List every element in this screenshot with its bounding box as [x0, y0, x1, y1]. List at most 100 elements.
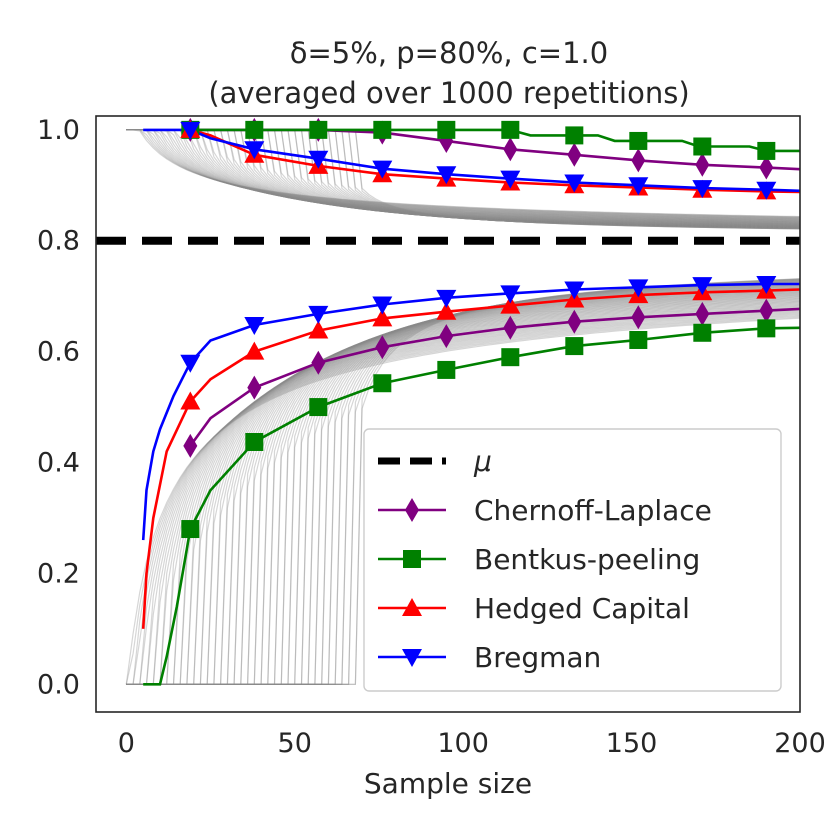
chernoff-laplace-lower-marker [567, 309, 582, 334]
legend-label-bregman: Bregman [474, 641, 601, 674]
bentkus-peeling-upper-marker [437, 120, 456, 139]
grey-trajectory-upper [126, 129, 800, 219]
grey-trajectory-upper [126, 129, 800, 218]
grey-trajectory-upper [126, 129, 800, 222]
x-tick-label: 150 [606, 728, 658, 759]
grey-trajectory-upper [126, 129, 800, 224]
bentkus-peeling-lower-marker [565, 337, 584, 356]
grey-trajectory-upper [126, 129, 800, 218]
legend-label-hedged-capital: Hedged Capital [474, 592, 690, 625]
chernoff-laplace-lower-line [189, 307, 800, 447]
grey-trajectory-lower [126, 299, 800, 685]
grey-trajectory-lower [126, 302, 800, 685]
grey-trajectory-lower [126, 293, 800, 685]
grey-trajectory-lower [126, 289, 800, 685]
grey-trajectory-lower [126, 281, 800, 685]
x-tick-label: 0 [118, 728, 135, 759]
hedged-capital-lower-marker [180, 391, 201, 410]
hedged-capital-lower-marker [372, 308, 393, 327]
grey-trajectory-lower [126, 283, 800, 685]
chernoff-laplace-lower-marker [695, 301, 710, 326]
x-tick-label: 100 [437, 728, 489, 759]
grey-trajectory-lower [126, 283, 800, 685]
grey-trajectory-upper [126, 129, 800, 225]
chernoff-laplace-lower-marker [311, 350, 326, 375]
grey-trajectory-lower [126, 309, 800, 685]
grey-trajectory-lower [126, 310, 800, 685]
bregman-upper-marker [308, 150, 329, 169]
grey-trajectory-upper [126, 129, 800, 223]
chernoff-laplace-lower-marker [375, 335, 390, 360]
bregman-upper-marker [180, 121, 201, 140]
bentkus-peeling-lower-marker [181, 520, 200, 539]
bentkus-peeling-upper-marker [757, 141, 776, 160]
chernoff-laplace-upper-marker [631, 148, 646, 173]
grey-trajectory-lower [126, 313, 800, 685]
x-axis-label: Sample size [364, 767, 532, 800]
bregman-lower-marker [628, 279, 649, 298]
grey-trajectory-lower [126, 290, 800, 685]
grey-trajectory-upper [126, 129, 800, 222]
bregman-lower-marker [564, 281, 585, 300]
grey-trajectory-upper [126, 129, 800, 220]
grey-trajectory-upper [126, 129, 800, 225]
y-tick-label: 0.0 [37, 669, 80, 700]
series-markers [180, 117, 777, 539]
chernoff-laplace-upper-marker [759, 155, 774, 180]
grey-trajectory-upper [126, 129, 800, 220]
bregman-lower-marker [180, 354, 201, 373]
grey-trajectory-upper [126, 129, 800, 219]
grey-trajectory-upper [126, 129, 800, 221]
hedged-capital-upper-line [189, 128, 800, 194]
grey-trajectory-lower [126, 311, 800, 685]
grey-trajectory-lower [126, 292, 800, 685]
grey-trajectory-lower [126, 282, 800, 685]
grey-trajectory-lower [126, 297, 800, 685]
grey-trajectory-upper [126, 129, 800, 225]
grey-trajectory-upper [126, 129, 800, 222]
grey-trajectory-lower [126, 298, 800, 685]
grey-trajectory-lower [126, 300, 800, 685]
bregman-lower-marker [500, 285, 521, 304]
grey-trajectory-lower [126, 284, 800, 685]
grey-trajectory-lower [126, 281, 800, 685]
chernoff-laplace-lower-marker [503, 315, 518, 340]
legend-label-bentkus-peeling: Bentkus-peeling [474, 543, 700, 576]
bregman-lower-marker [372, 296, 393, 315]
grey-trajectory-lower [126, 285, 800, 685]
hedged-capital-lower-marker [436, 301, 457, 320]
grey-trajectory-lower [126, 292, 800, 685]
grey-trajectory-lower [126, 315, 800, 685]
y-tick-label: 0.2 [37, 558, 80, 589]
x-axis-ticks: 0 50 100 150 200 [118, 728, 826, 759]
grey-trajectory-lower [126, 282, 800, 685]
grey-trajectory-lower [126, 312, 800, 685]
bentkus-peeling-lower-marker [437, 360, 456, 379]
chernoff-laplace-lower-marker [759, 298, 774, 323]
grey-trajectory-lower [126, 303, 800, 685]
bentkus-peeling-upper-marker [245, 120, 264, 139]
chernoff-laplace-upper-marker [567, 142, 582, 167]
grey-trajectory-upper [126, 129, 800, 224]
grey-trajectory-upper [126, 129, 800, 225]
legend-label-chernoff-laplace: Chernoff-Laplace [474, 494, 712, 527]
bregman-lower-marker [308, 305, 329, 324]
grey-trajectory-lower [126, 293, 800, 685]
grey-trajectory-upper [126, 129, 800, 226]
hedged-capital-lower-marker [500, 295, 521, 314]
bentkus-peeling-lower-marker [757, 319, 776, 338]
grey-trajectory-upper [126, 129, 800, 226]
grey-trajectory-lower [126, 296, 800, 685]
bregman-upper-marker [244, 141, 265, 160]
grey-trajectory-lower [125, 317, 800, 685]
y-tick-label: 0.4 [37, 448, 80, 479]
bentkus-peeling-upper-marker [693, 137, 712, 156]
grey-trajectory-lower [126, 295, 800, 685]
hedged-capital-lower-marker [308, 320, 329, 339]
plot-frame [95, 115, 801, 713]
grey-trajectory-upper [126, 129, 800, 225]
chernoff-laplace-lower-marker [439, 324, 454, 349]
grey-trajectory-lower [126, 281, 800, 685]
bregman-upper-marker [436, 166, 457, 185]
grey-trajectory-lower [126, 314, 800, 685]
